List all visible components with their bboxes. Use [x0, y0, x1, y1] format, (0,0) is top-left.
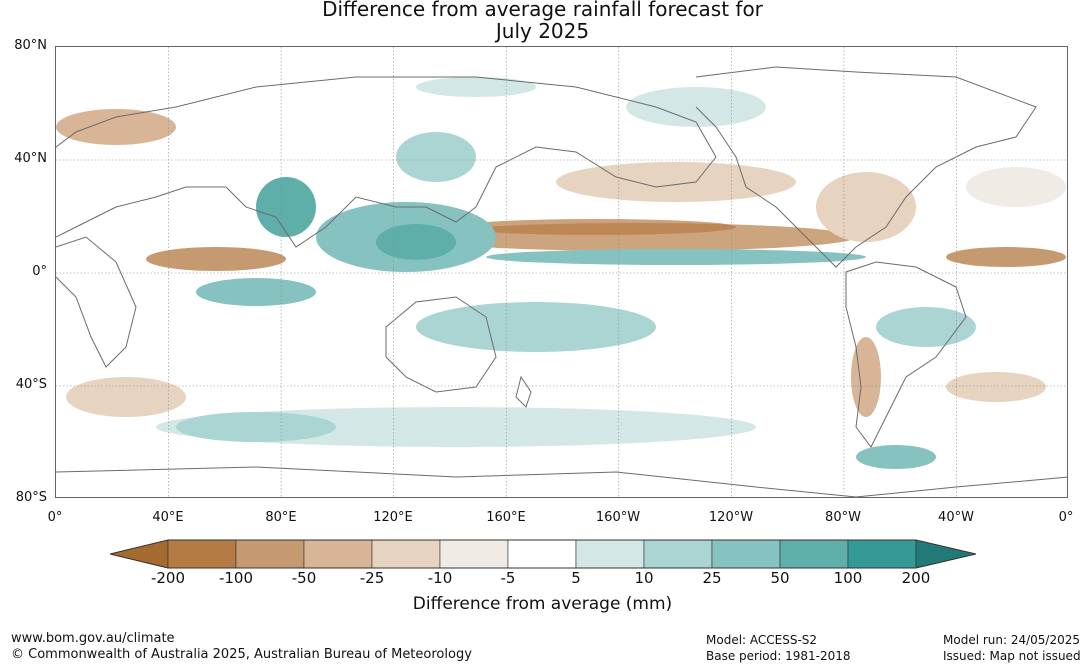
copyright-text: © Commonwealth of Australia 2025, Austra… [11, 647, 472, 662]
new-zealand-coast [515, 375, 532, 408]
colorbar-tick: -10 [427, 569, 453, 587]
dry-core-north-pacific [456, 219, 736, 235]
wet-south-america [876, 307, 976, 347]
colorbar-tick: -100 [218, 569, 254, 587]
colorbar-segment-2 [235, 539, 305, 569]
lon-label-0-right: 0° [1058, 510, 1074, 525]
dry-chile [851, 337, 881, 417]
colorbar-tick: 200 [901, 569, 931, 587]
map-title-line1: Difference from average rainfall forecas… [322, 0, 763, 21]
wet-east-asia [396, 132, 476, 182]
dry-band-indian [146, 247, 286, 271]
north-america-coast [695, 66, 1037, 268]
colorbar-tick: 5 [571, 569, 581, 587]
colorbar-tick: 25 [702, 569, 722, 587]
lon-label-160w: 160°W [595, 510, 641, 525]
colorbar-outline [110, 539, 976, 569]
lat-label-80s: 80°S [15, 490, 47, 505]
colorbar-high-arrow [915, 539, 976, 569]
colorbar-segment-9 [711, 539, 781, 569]
colorbar-tick: -5 [500, 569, 516, 587]
colorbar-segment-8 [643, 539, 713, 569]
colorbar-tick: -50 [291, 569, 317, 587]
website-link[interactable]: www.bom.gov.au/climate [11, 631, 175, 646]
colorbar-segment-5 [439, 539, 509, 569]
wet-south-indian [196, 278, 316, 306]
africa-coast [56, 236, 137, 368]
south-america-coast [845, 261, 967, 448]
coastlines [56, 66, 1067, 497]
colorbar-segment-10 [779, 539, 849, 569]
colorbar-low-arrow [110, 539, 169, 569]
colorbar-segment-11 [847, 539, 917, 569]
antarctica-coast [56, 466, 1067, 497]
wet-southern-indian [176, 412, 336, 442]
lon-label-40e: 40°E [152, 510, 184, 525]
dry-south-atlantic [66, 377, 186, 417]
lon-label-160e: 160°E [486, 510, 526, 525]
colorbar-segment-3 [303, 539, 373, 569]
issue-status: Issued: Map not issued [943, 649, 1081, 663]
dry-europe [56, 109, 176, 145]
lat-label-40s: 40°S [15, 377, 47, 392]
dry-north-atlantic [966, 167, 1066, 207]
base-period: Base period: 1981-2018 [706, 649, 851, 663]
dry-north-pacific [556, 162, 796, 202]
colorbar-tick: -200 [150, 569, 186, 587]
lon-label-80w: 80°W [825, 510, 861, 525]
rainfall-anomaly-map [55, 46, 1068, 498]
wet-core-philippines [376, 224, 456, 260]
colorbar-tick: 10 [634, 569, 654, 587]
lat-label-80n: 80°N [14, 38, 47, 53]
lon-label-80e: 80°E [265, 510, 297, 525]
lat-label-equator: 0° [32, 264, 47, 279]
colorbar-segment-1 [167, 539, 237, 569]
colorbar-tick: 100 [833, 569, 863, 587]
colorbar-segment-6 [507, 539, 577, 569]
wet-south-pacific [416, 302, 656, 352]
colorbar-tick: -25 [359, 569, 385, 587]
lon-label-0-left: 0° [47, 510, 63, 525]
wet-drake-passage [856, 445, 936, 469]
australia-coast [385, 296, 497, 393]
graticule [56, 47, 1067, 497]
map-svg [56, 47, 1067, 497]
eurasia-coast [56, 76, 717, 248]
colorbar-title: Difference from average (mm) [412, 594, 673, 614]
model-run: Model run: 24/05/2025 [943, 633, 1081, 647]
colorbar-segment-4 [371, 539, 441, 569]
dry-south-atlantic-east [946, 372, 1046, 402]
colorbar [110, 539, 976, 569]
dry-north-america [816, 172, 916, 242]
wet-india [256, 177, 316, 237]
lon-label-120e: 120°E [373, 510, 413, 525]
map-title-line2: July 2025 [495, 19, 590, 43]
lon-label-120w: 120°W [708, 510, 754, 525]
wet-siberia [416, 77, 536, 97]
lon-label-40w: 40°W [938, 510, 974, 525]
colorbar-tick: 50 [770, 569, 790, 587]
wet-itcz [486, 249, 866, 265]
anomaly-patches [56, 77, 1066, 469]
lat-label-40n: 40°N [14, 151, 47, 166]
colorbar-segment-7 [575, 539, 645, 569]
model-name: Model: ACCESS-S2 [706, 633, 818, 647]
dry-band-atlantic [946, 247, 1066, 267]
